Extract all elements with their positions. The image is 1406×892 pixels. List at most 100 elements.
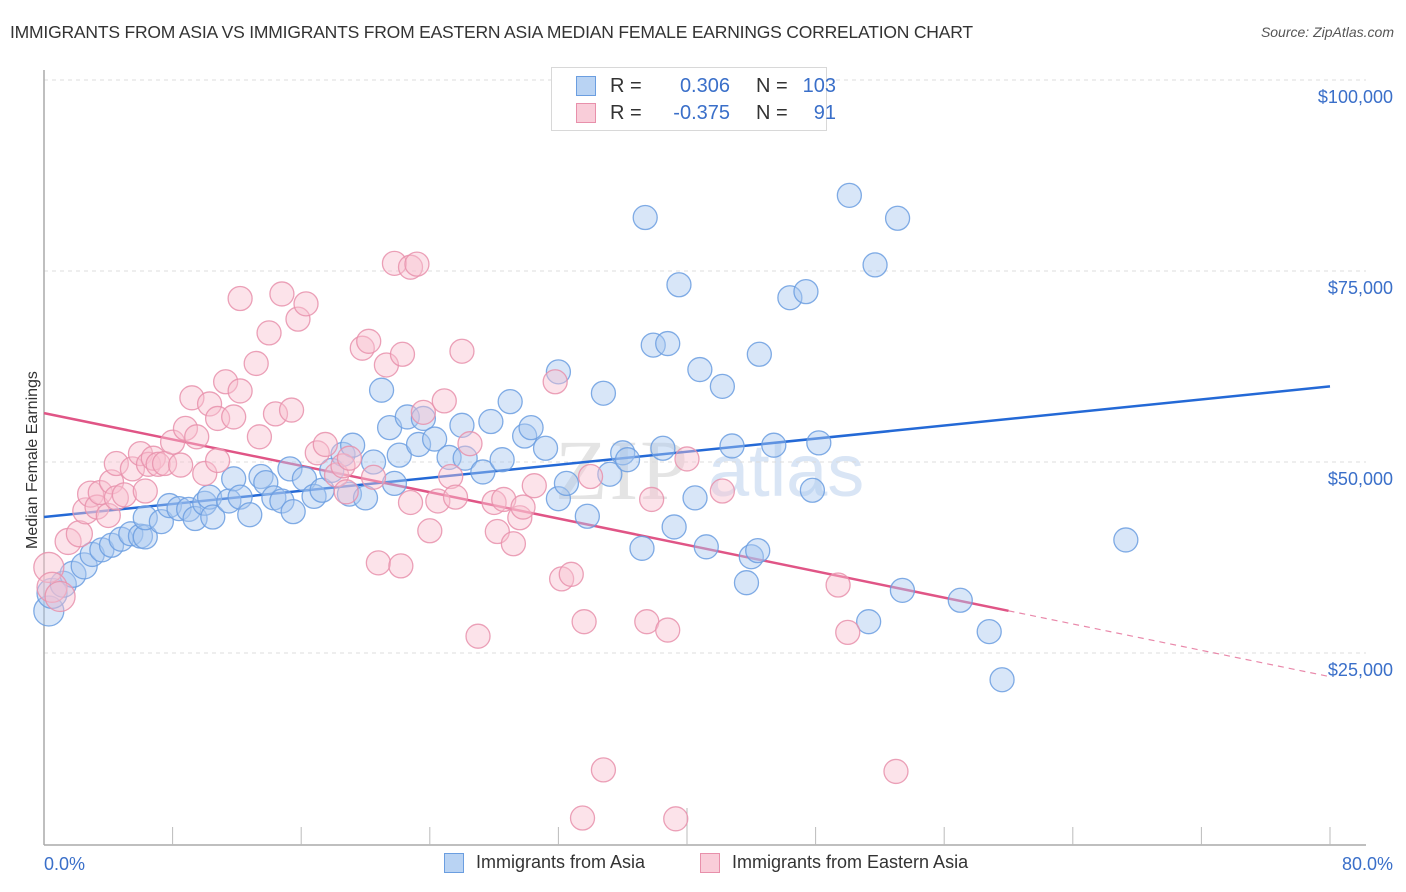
data-point [489, 447, 515, 473]
data-point [269, 281, 295, 307]
data-point [889, 577, 916, 604]
data-point [590, 757, 617, 783]
data-point [507, 505, 533, 531]
data-point [655, 617, 681, 643]
data-point [381, 470, 408, 497]
data-point [368, 377, 395, 403]
r-value: 0.306 [679, 74, 730, 97]
data-point [397, 489, 424, 516]
data-point [806, 430, 832, 456]
data-point [521, 473, 547, 499]
legend-label: Immigrants from Eastern Asia [732, 852, 969, 872]
y-axis-title: Median Female Earnings [24, 371, 41, 549]
data-point [145, 451, 171, 477]
data-point [410, 399, 437, 425]
data-point [277, 456, 303, 482]
legend-item-eastern-asia[interactable]: Immigrants from Eastern Asia [700, 852, 968, 873]
data-point [553, 470, 580, 497]
data-point [192, 460, 218, 487]
data-point [166, 495, 192, 522]
trend-line-asia [43, 385, 1331, 519]
data-point [709, 478, 736, 504]
data-point [312, 431, 338, 458]
data-point [470, 459, 496, 485]
n-value: 103 [802, 74, 836, 97]
data-point [148, 508, 174, 535]
n-label: N = [756, 101, 788, 124]
data-point [500, 531, 527, 557]
data-point [386, 442, 412, 468]
data-point [336, 445, 363, 471]
data-point [449, 338, 475, 364]
data-point [278, 397, 305, 423]
data-point [687, 356, 713, 383]
data-point [111, 482, 138, 508]
data-point [404, 251, 430, 277]
legend-row-eastern-asia: R = -0.375 N = 91 [576, 101, 836, 125]
y-tick-label: $75,000 [1328, 278, 1393, 298]
data-point [227, 378, 253, 404]
data-point [650, 435, 676, 461]
data-point [746, 341, 772, 367]
data-point [733, 570, 760, 596]
data-point [44, 580, 76, 613]
data-point [793, 278, 819, 305]
legend-label: Immigrants from Asia [476, 852, 646, 872]
data-point [243, 350, 269, 377]
source-credit: Source: ZipAtlas.com [1260, 24, 1394, 40]
data-point [655, 330, 681, 357]
data-point [571, 609, 597, 635]
data-point [629, 535, 655, 561]
data-point [119, 456, 146, 482]
data-point [421, 426, 448, 452]
data-point [693, 534, 719, 560]
data-point [545, 486, 572, 512]
legend-item-asia[interactable]: Immigrants from Asia [444, 852, 645, 873]
data-point [333, 479, 359, 505]
data-point [184, 424, 210, 450]
swatch-asia [444, 852, 464, 873]
data-point [481, 489, 507, 516]
series-legend: Immigrants from Asia Immigrants from Eas… [0, 852, 1406, 876]
data-point [280, 499, 306, 525]
data-point [262, 401, 289, 427]
data-point [65, 520, 94, 548]
swatch-eastern-asia [576, 103, 596, 123]
data-point [884, 205, 911, 231]
data-point [132, 505, 158, 531]
data-point [253, 469, 279, 496]
data-point [663, 806, 689, 832]
data-point [465, 623, 491, 649]
data-point [176, 496, 202, 523]
data-point [682, 485, 708, 511]
data-point [381, 250, 408, 277]
data-point [360, 449, 387, 475]
r-label: R = [610, 74, 642, 97]
data-point [1113, 527, 1139, 553]
data-point [397, 254, 424, 280]
stats-legend: R = 0.306 N = 103 R = -0.375 N = 91 [551, 67, 836, 131]
data-point [442, 484, 469, 510]
data-point [212, 369, 239, 395]
data-point [577, 463, 604, 490]
data-point [661, 514, 687, 540]
swatch-eastern-asia [700, 852, 720, 873]
data-point [542, 369, 568, 395]
data-point [389, 341, 416, 367]
data-point [883, 758, 909, 785]
data-point [518, 414, 544, 441]
data-point [976, 618, 1002, 645]
data-point [855, 609, 882, 635]
data-point [777, 285, 803, 311]
legend-row-asia: R = 0.306 N = 103 [576, 74, 836, 98]
data-point [221, 404, 247, 430]
data-point [799, 477, 826, 503]
data-point [196, 391, 223, 417]
data-point [478, 408, 504, 435]
data-point [293, 291, 319, 317]
data-point [360, 464, 387, 490]
data-point [545, 359, 572, 385]
data-point [610, 440, 636, 466]
r-value: -0.375 [673, 101, 730, 124]
